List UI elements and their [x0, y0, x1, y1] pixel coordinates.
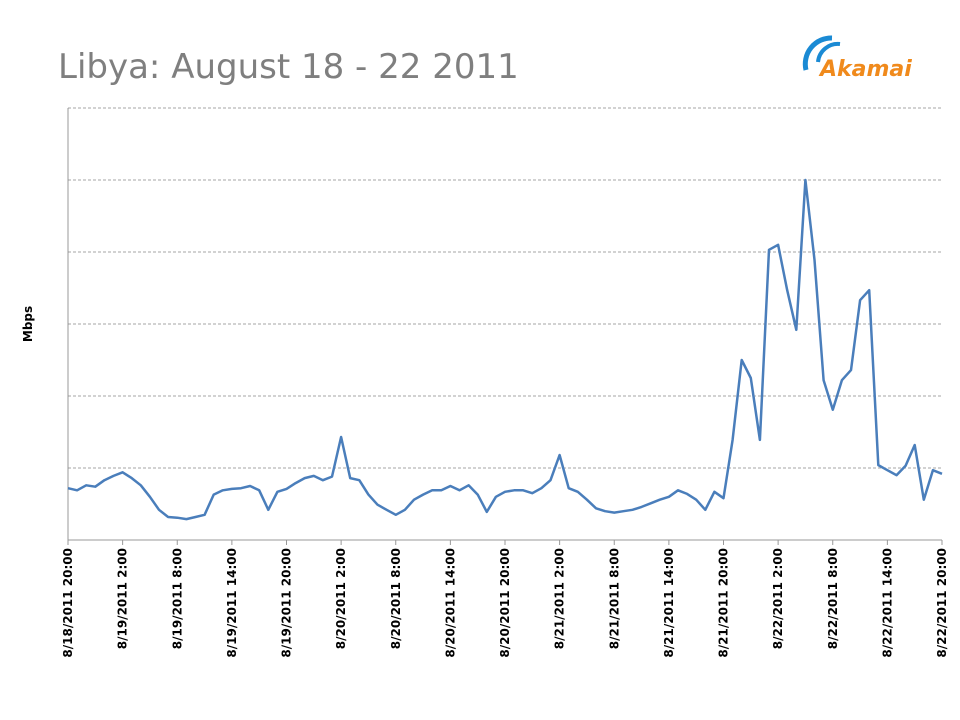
x-tick-label: 8/19/2011 14:00 — [225, 548, 239, 658]
chart-title: Libya: August 18 - 22 2011 — [58, 47, 519, 87]
x-tick-label: 8/22/2011 8:00 — [826, 548, 840, 649]
x-tick-label: 8/20/2011 2:00 — [334, 548, 348, 649]
x-tick-label: 8/21/2011 14:00 — [662, 548, 676, 658]
logo-arc — [816, 41, 841, 63]
x-tick-label: 8/22/2011 20:00 — [935, 548, 949, 658]
x-tick-label: 8/21/2011 20:00 — [717, 548, 731, 658]
x-tick-label: 8/20/2011 8:00 — [389, 548, 403, 649]
x-tick-label: 8/20/2011 20:00 — [498, 548, 512, 658]
x-tick-label: 8/19/2011 2:00 — [116, 548, 130, 649]
x-tick-label: 8/22/2011 2:00 — [771, 548, 785, 649]
x-tick-label: 8/18/2011 20:00 — [61, 548, 75, 658]
logo-text: Akamai — [818, 57, 912, 82]
x-tick-label: 8/22/2011 14:00 — [880, 548, 894, 658]
logo: Akamai — [802, 35, 912, 82]
x-tick-label: 8/19/2011 8:00 — [170, 548, 184, 649]
y-axis-label: Mbps — [21, 306, 35, 342]
x-tick-label: 8/20/2011 14:00 — [443, 548, 457, 658]
x-tick-label: 8/19/2011 20:00 — [280, 548, 294, 658]
line-series — [67, 178, 943, 521]
x-tick-label: 8/21/2011 2:00 — [553, 548, 567, 649]
x-tick-label: 8/21/2011 8:00 — [607, 548, 621, 649]
logo-arc — [802, 35, 833, 71]
